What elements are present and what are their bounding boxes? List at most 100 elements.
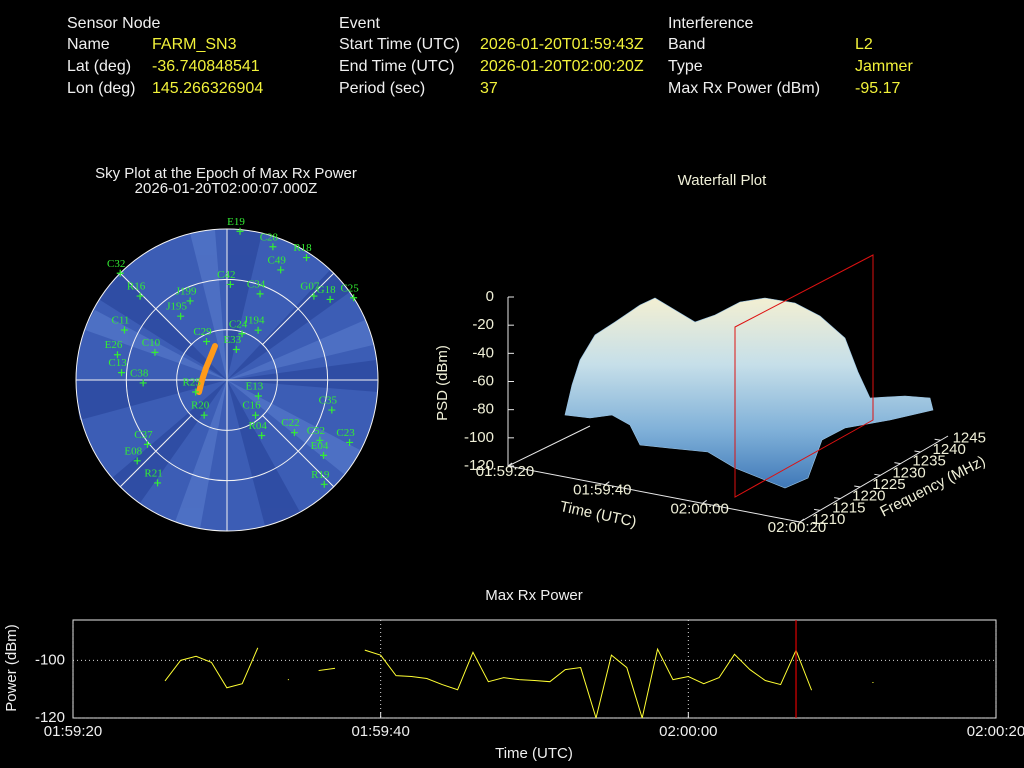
freq-tick-label: 1210 (812, 511, 845, 528)
freq-tick-label: 1235 (912, 453, 945, 470)
satellite-marker (200, 411, 208, 419)
satellite-label: C23 (336, 427, 355, 439)
z-tick-label: -60 (472, 372, 494, 389)
satellite-label: R18 (293, 242, 312, 254)
satellite-label: C25 (340, 282, 359, 294)
field-value: -36.740848541 (152, 58, 260, 75)
satellite-label: C24 (229, 318, 248, 330)
satellite-marker (350, 294, 358, 302)
section-title: Sensor Node (67, 15, 160, 32)
satellite-marker (254, 326, 262, 334)
sky-texture (85, 230, 373, 529)
satellite-marker (136, 292, 144, 300)
section-title: Event (339, 15, 380, 32)
z-tick-label: -20 (472, 316, 494, 333)
field-value: 2026-01-20T01:59:43Z (480, 36, 644, 53)
satellite-marker (326, 295, 334, 303)
satellite-marker (316, 436, 324, 444)
sky-plot: Sky Plot at the Epoch of Max Rx Power 20… (75, 165, 379, 532)
satellite-label: R16 (127, 281, 146, 293)
satellite-marker (226, 280, 234, 288)
satellite-marker (151, 348, 159, 356)
freq-tick-label: 1245 (953, 429, 986, 446)
freq-tick-label: 1230 (892, 464, 925, 481)
field-label: Name (67, 36, 110, 53)
field-value: L2 (855, 36, 873, 53)
satellite-marker (139, 379, 147, 387)
y-axis-label: Power (dBm) (3, 624, 20, 712)
freq-tick (814, 508, 821, 511)
satellite-marker (192, 388, 200, 396)
satellite-marker (116, 269, 124, 277)
time-tick-label: 01:59:20 (476, 463, 534, 480)
field-value: 37 (480, 80, 498, 97)
satellite-marker (133, 457, 141, 465)
x-tick-label: 02:00:20 (967, 723, 1024, 740)
x-tick-label: 02:00:00 (659, 723, 717, 740)
satellite-marker (186, 297, 194, 305)
y-tick-label: -120 (35, 709, 65, 726)
time-axis-label: Time (UTC) (558, 498, 638, 531)
sky-texture (76, 228, 379, 526)
satellite-label: E08 (124, 445, 142, 457)
satellite-label: G18 (317, 284, 336, 296)
epoch-plane (734, 254, 874, 498)
z-axis-label: PSD (dBm) (434, 345, 451, 421)
time-tick (799, 518, 805, 523)
field-value: FARM_SN3 (152, 36, 237, 53)
satellite-marker (177, 312, 185, 320)
satellite-marker (320, 451, 328, 459)
satellite-label: C29 (193, 326, 212, 338)
header: Sensor Node Name FARM_SN3 Lat (deg) -36.7408… (67, 15, 913, 97)
satellite-marker (320, 480, 328, 488)
satellite-label: E04 (311, 440, 329, 452)
field-label: Band (668, 36, 705, 53)
y-tick-label: -100 (35, 651, 65, 668)
satellite-label: C52 (307, 425, 325, 437)
satellite-marker (120, 326, 128, 334)
field-label: Lon (deg) (67, 80, 136, 97)
z-tick-label: -100 (464, 429, 494, 446)
time-tick (605, 481, 610, 486)
freq-tick (834, 497, 841, 500)
freq-tick (894, 462, 901, 465)
field-label: Period (sec) (339, 80, 425, 97)
field-value: Jammer (855, 58, 913, 75)
x-axis-label: Time (UTC) (495, 745, 573, 762)
freq-tick (914, 450, 921, 453)
satellite-marker (118, 369, 126, 377)
satellite-label: J199 (176, 285, 197, 297)
satellite-label: C28 (260, 231, 279, 243)
field-label: Lat (deg) (67, 58, 131, 75)
satellite-label: E19 (227, 216, 245, 228)
satellite-label: R19 (311, 469, 330, 481)
x-tick-label: 01:59:40 (351, 723, 409, 740)
z-tick-label: -40 (472, 344, 494, 361)
freq-tick-label: 1225 (872, 476, 905, 493)
satellite-marker (236, 227, 244, 235)
chart-title: Max Rx Power (485, 587, 583, 604)
satellite-label: G07 (300, 281, 319, 293)
time-tick-label: 02:00:00 (670, 500, 728, 517)
satellite-label: E33 (223, 334, 241, 346)
satellite-marker (238, 330, 246, 338)
satellite-marker (328, 406, 336, 414)
satellite-label: R21 (144, 467, 162, 479)
satellite-marker (113, 351, 121, 359)
satellite-label: J195 (166, 301, 187, 313)
satellite-marker (254, 392, 262, 400)
satellite-label: R25 (183, 377, 202, 389)
freq-tick-label: 1215 (832, 499, 865, 516)
field-label: End Time (UTC) (339, 58, 455, 75)
field-value: 2026-01-20T02:00:20Z (480, 58, 644, 75)
plot-frame (72, 619, 997, 719)
satellite-label: C42 (217, 269, 235, 281)
field-label: Type (668, 58, 703, 75)
max-rx-power-chart: Max Rx Power Power (dBm) Time (UTC) 01:5… (3, 587, 1024, 762)
satellite-marker (346, 438, 354, 446)
elevation-ring (75, 228, 379, 532)
sky-title: Sky Plot at the Epoch of Max Rx Power (95, 165, 357, 182)
satellite-label: C10 (142, 337, 161, 349)
power-line (164, 647, 874, 718)
satellite-label: E26 (105, 339, 123, 351)
